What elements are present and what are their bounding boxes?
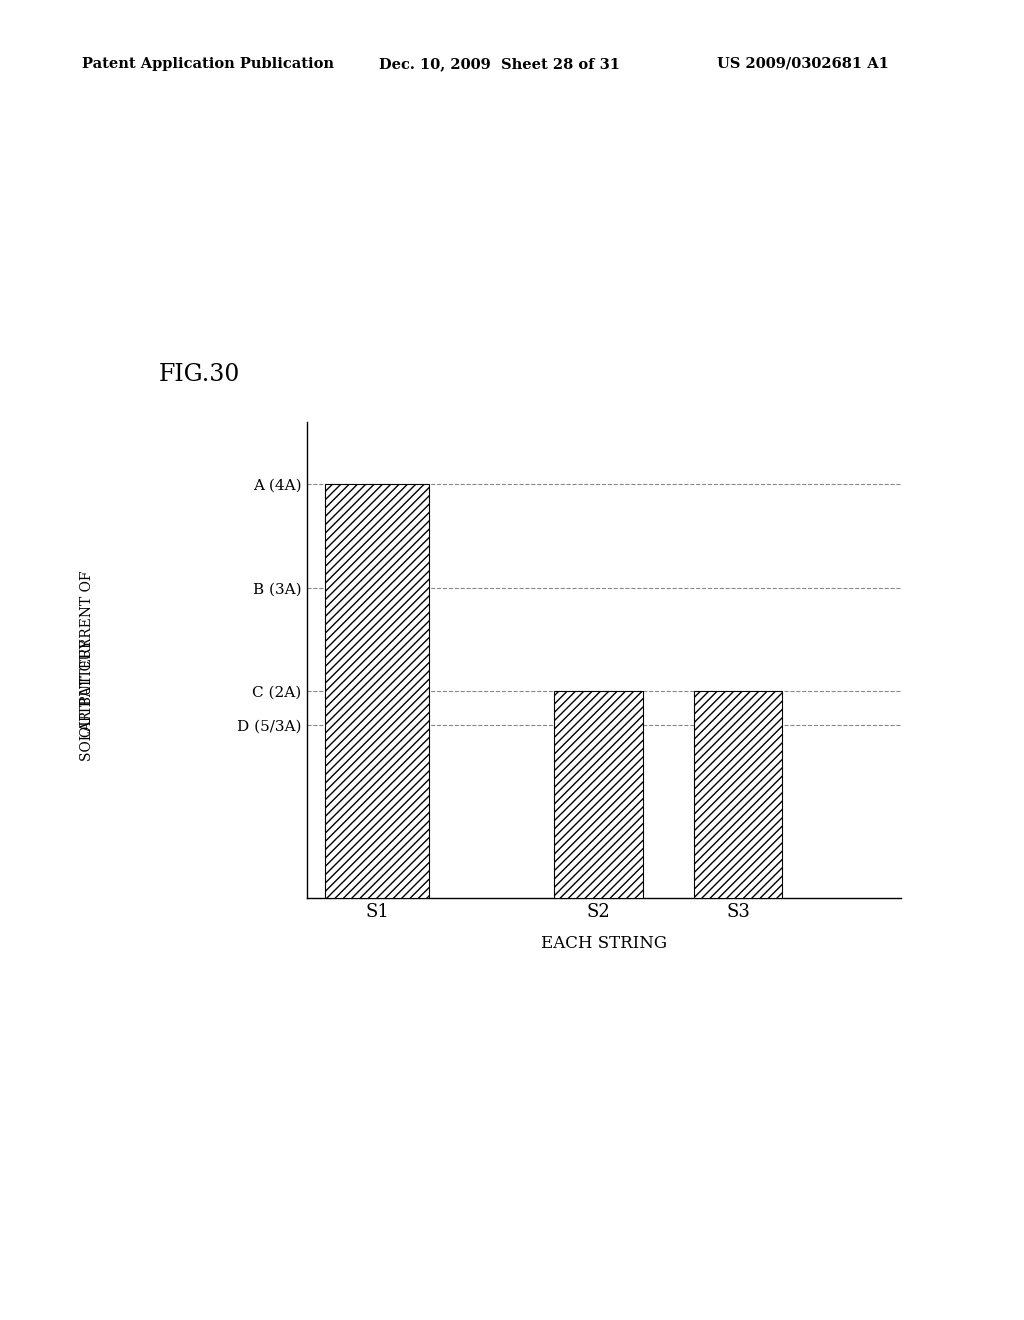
Text: FIG.30: FIG.30: [159, 363, 240, 385]
X-axis label: EACH STRING: EACH STRING: [541, 935, 668, 952]
Text: Patent Application Publication: Patent Application Publication: [82, 57, 334, 71]
Text: OUTPUT CURRENT OF: OUTPUT CURRENT OF: [80, 570, 94, 737]
Text: SOLAR BATTERY: SOLAR BATTERY: [80, 639, 94, 760]
Bar: [325, 484, 429, 898]
Text: Dec. 10, 2009  Sheet 28 of 31: Dec. 10, 2009 Sheet 28 of 31: [379, 57, 620, 71]
Bar: [554, 690, 643, 898]
Bar: [694, 690, 782, 898]
Text: US 2009/0302681 A1: US 2009/0302681 A1: [717, 57, 889, 71]
